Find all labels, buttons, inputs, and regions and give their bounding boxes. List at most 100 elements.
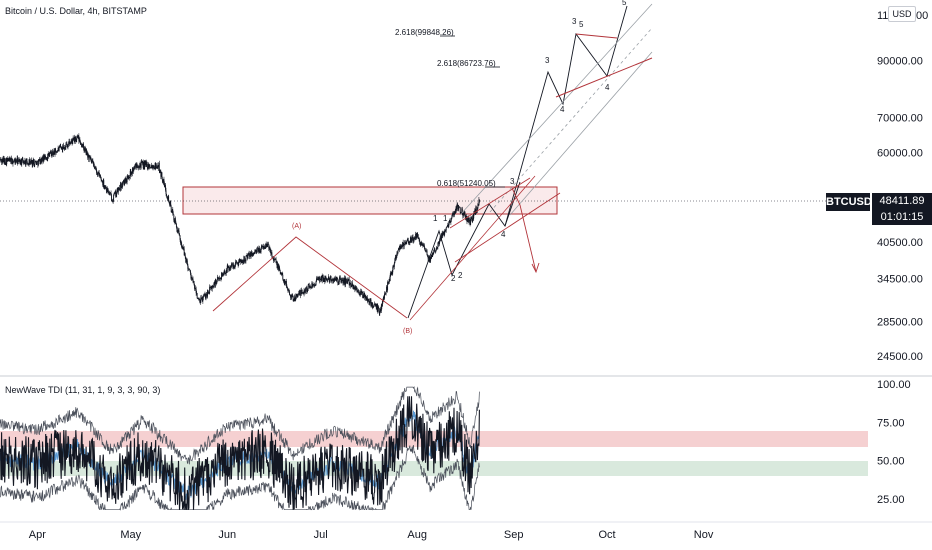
candle xyxy=(108,190,110,195)
candle xyxy=(79,137,81,143)
indicator-title[interactable]: NewWave TDI (11, 31, 1, 9, 3, 3, 90, 3) xyxy=(5,385,161,395)
candle xyxy=(445,230,447,233)
candle xyxy=(160,169,162,180)
candle xyxy=(89,154,91,158)
currency-badge[interactable]: USD xyxy=(888,6,916,22)
candle xyxy=(211,285,213,292)
candle xyxy=(362,294,364,299)
candle xyxy=(61,146,63,150)
candle xyxy=(428,255,430,259)
candle xyxy=(172,206,174,216)
candle xyxy=(317,276,318,280)
bearish-alt-arrow xyxy=(531,262,540,274)
candle xyxy=(432,252,434,256)
candle xyxy=(102,180,104,187)
candle xyxy=(240,258,242,264)
candle xyxy=(118,186,120,191)
indicator-axis[interactable]: 100.00 75.00 50.00 25.00 xyxy=(877,379,911,506)
candle xyxy=(451,214,453,220)
candle xyxy=(76,134,78,138)
candle xyxy=(215,279,217,284)
candle xyxy=(72,137,74,145)
price-tick-label: 40500.00 xyxy=(877,237,923,249)
candle xyxy=(380,303,382,314)
candle xyxy=(244,258,246,264)
candle xyxy=(269,247,271,253)
candle xyxy=(285,280,287,284)
price-axis[interactable]: 110000.0090000.0070000.0060000.0040500.0… xyxy=(877,10,928,363)
candle xyxy=(238,259,240,267)
candle xyxy=(378,306,380,313)
candle xyxy=(199,297,201,304)
candle xyxy=(157,165,159,171)
candle xyxy=(335,275,337,281)
annotation-fib-51240: 0.618(51240.05) xyxy=(437,179,496,188)
candle xyxy=(436,247,438,250)
candle xyxy=(298,290,300,295)
candle xyxy=(384,292,386,295)
candle xyxy=(244,259,246,263)
candle xyxy=(142,160,144,164)
candle xyxy=(133,165,135,171)
candle xyxy=(2,158,4,165)
candle xyxy=(436,246,438,250)
candle xyxy=(209,285,211,289)
candle xyxy=(237,261,239,266)
candle xyxy=(68,138,70,144)
candle xyxy=(442,230,444,235)
candle xyxy=(217,276,219,279)
candle xyxy=(146,161,148,167)
candle xyxy=(192,277,193,281)
candle xyxy=(153,165,155,170)
candle xyxy=(64,147,66,150)
candle xyxy=(81,146,83,148)
candle xyxy=(456,202,458,211)
candle xyxy=(401,244,403,249)
candle xyxy=(266,243,268,248)
candle xyxy=(43,153,45,164)
candle xyxy=(186,258,188,266)
candle xyxy=(195,286,197,296)
candle xyxy=(13,160,14,163)
candle xyxy=(74,134,76,143)
candle xyxy=(284,279,286,286)
candle xyxy=(171,210,173,213)
candle xyxy=(67,143,68,149)
candle xyxy=(199,299,201,305)
candle xyxy=(340,277,342,284)
candle xyxy=(252,252,254,257)
candle xyxy=(372,305,374,309)
candle xyxy=(468,217,470,225)
candle xyxy=(7,156,9,162)
candle xyxy=(82,143,83,148)
time-axis[interactable]: Apr May Jun Jul Aug Sep Oct Nov xyxy=(29,529,714,541)
candle xyxy=(136,162,137,168)
candle xyxy=(302,289,303,295)
abc-correction-line xyxy=(212,236,408,319)
candle xyxy=(318,276,320,281)
candle xyxy=(42,154,44,162)
candle xyxy=(96,171,98,176)
candle xyxy=(159,169,161,173)
candle xyxy=(367,298,369,302)
candle xyxy=(283,279,285,284)
candle xyxy=(249,251,251,260)
candle xyxy=(381,300,383,307)
candle xyxy=(44,154,46,160)
candle xyxy=(73,136,75,144)
candle xyxy=(90,157,92,164)
candle xyxy=(64,145,66,150)
channel-mid xyxy=(489,27,653,213)
candle xyxy=(7,157,9,162)
candle xyxy=(350,284,352,288)
candle xyxy=(184,252,186,256)
candle xyxy=(416,233,418,240)
candle xyxy=(433,249,435,255)
candle xyxy=(432,253,434,258)
candle xyxy=(54,148,55,155)
candle xyxy=(188,268,190,271)
candle xyxy=(130,171,132,177)
candle xyxy=(377,305,379,309)
price-tick-label: 90000.00 xyxy=(877,56,923,68)
